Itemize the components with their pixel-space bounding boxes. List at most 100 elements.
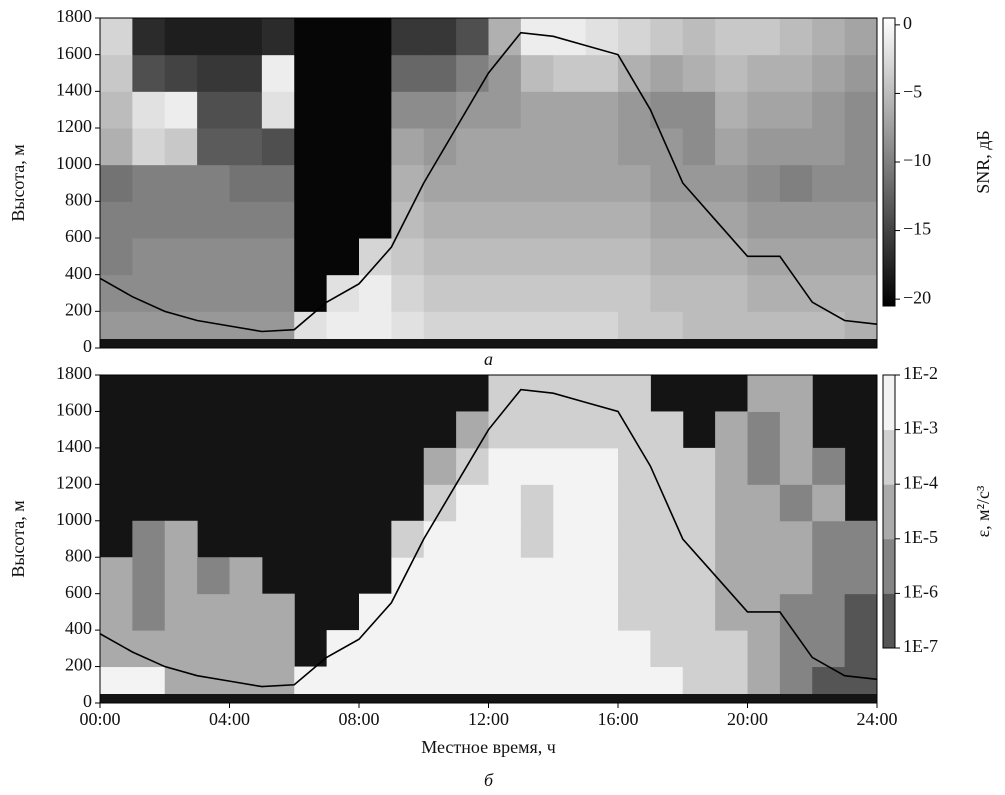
colorbar-tick-label: 1E-5: [903, 527, 938, 547]
heat-cell: [489, 521, 522, 558]
heat-cell: [132, 201, 165, 238]
y-tick-label: 800: [65, 189, 92, 209]
heat-cell: [521, 55, 554, 92]
heat-cell: [359, 128, 392, 165]
colorbar-label: SNR, дБ: [973, 130, 993, 194]
heat-cell: [521, 484, 554, 521]
heat-cell: [230, 630, 263, 667]
heat-cell: [521, 448, 554, 485]
y-tick-label: 1200: [56, 116, 92, 136]
heat-cell: [845, 201, 878, 238]
heat-cell: [100, 18, 133, 55]
heat-cell: [230, 275, 263, 312]
heat-cell: [748, 630, 781, 667]
heat-cell: [262, 238, 295, 275]
heat-cell: [683, 238, 716, 275]
heat-cell: [715, 18, 748, 55]
heat-cell: [100, 594, 133, 631]
heat-cell: [359, 238, 392, 275]
heat-cell: [165, 557, 198, 594]
heat-cell: [618, 630, 651, 667]
x-tick-label: 20:00: [727, 709, 768, 729]
heat-cell: [456, 448, 489, 485]
heat-cell: [230, 557, 263, 594]
heat-cell: [424, 91, 457, 128]
y-tick-label: 400: [65, 263, 92, 283]
heat-cell: [521, 201, 554, 238]
heat-cell: [359, 630, 392, 667]
heat-cell: [456, 594, 489, 631]
heat-cell: [100, 238, 133, 275]
heat-cell: [715, 594, 748, 631]
y-tick-label: 200: [65, 655, 92, 675]
heat-cell: [262, 165, 295, 202]
heat-cell: [262, 630, 295, 667]
y-tick-label: 1800: [56, 6, 92, 26]
heat-cell: [780, 484, 813, 521]
y-tick-label: 1600: [56, 43, 92, 63]
colorbar-tick-label: −5: [903, 82, 922, 102]
heat-cell: [197, 18, 230, 55]
heat-cell: [683, 448, 716, 485]
heat-cell: [489, 411, 522, 448]
heat-cell: [586, 275, 619, 312]
heat-cell: [521, 238, 554, 275]
heat-cell: [262, 55, 295, 92]
heat-cell: [489, 484, 522, 521]
colorbar: [883, 18, 895, 306]
heat-cell: [165, 238, 198, 275]
heat-cell: [327, 201, 360, 238]
heat-cell: [100, 91, 133, 128]
y-tick-label: 1200: [56, 472, 92, 492]
heat-cell: [683, 18, 716, 55]
y-tick-label: 1000: [56, 153, 92, 173]
heat-cell: [812, 521, 845, 558]
heat-cell: [424, 238, 457, 275]
heat-cell: [521, 557, 554, 594]
heat-cell: [553, 594, 586, 631]
heat-cell: [391, 165, 424, 202]
heat-cell: [359, 91, 392, 128]
heat-cell: [165, 521, 198, 558]
heat-cell: [553, 557, 586, 594]
heat-cell: [262, 201, 295, 238]
heat-cell: [845, 238, 878, 275]
heat-cell: [683, 275, 716, 312]
heat-cell: [812, 165, 845, 202]
heat-cell: [294, 201, 327, 238]
heat-cell: [812, 55, 845, 92]
heat-cell: [391, 128, 424, 165]
colorbar-tick-label: −15: [903, 219, 931, 239]
heat-cell: [424, 594, 457, 631]
heat-cell: [424, 448, 457, 485]
heat-cell: [553, 630, 586, 667]
heat-cell: [165, 18, 198, 55]
heat-cell: [715, 630, 748, 667]
x-tick-label: 00:00: [79, 709, 120, 729]
heat-cell: [553, 91, 586, 128]
heat-cell: [521, 128, 554, 165]
colorbar-tick-label: 0: [903, 13, 912, 33]
ground-strip: [100, 339, 877, 348]
heat-cell: [521, 411, 554, 448]
heat-cell: [650, 238, 683, 275]
heat-cell: [489, 630, 522, 667]
x-axis-label: Местное время, ч: [421, 737, 556, 757]
heat-cell: [165, 91, 198, 128]
heat-cell: [812, 201, 845, 238]
heat-cell: [100, 55, 133, 92]
heat-cell: [165, 201, 198, 238]
y-axis-label: Высота, м: [8, 144, 28, 221]
x-tick-label: 16:00: [597, 709, 638, 729]
heat-cell: [521, 275, 554, 312]
colorbar-label: ε, м²/с³: [973, 485, 993, 537]
y-tick-label: 200: [65, 299, 92, 319]
heat-cell: [165, 165, 198, 202]
heat-cell: [586, 630, 619, 667]
heat-cell: [424, 201, 457, 238]
heat-cell: [780, 238, 813, 275]
heat-cell: [650, 55, 683, 92]
heat-cell: [748, 448, 781, 485]
y-tick-label: 0: [83, 336, 92, 356]
heat-cell: [327, 165, 360, 202]
